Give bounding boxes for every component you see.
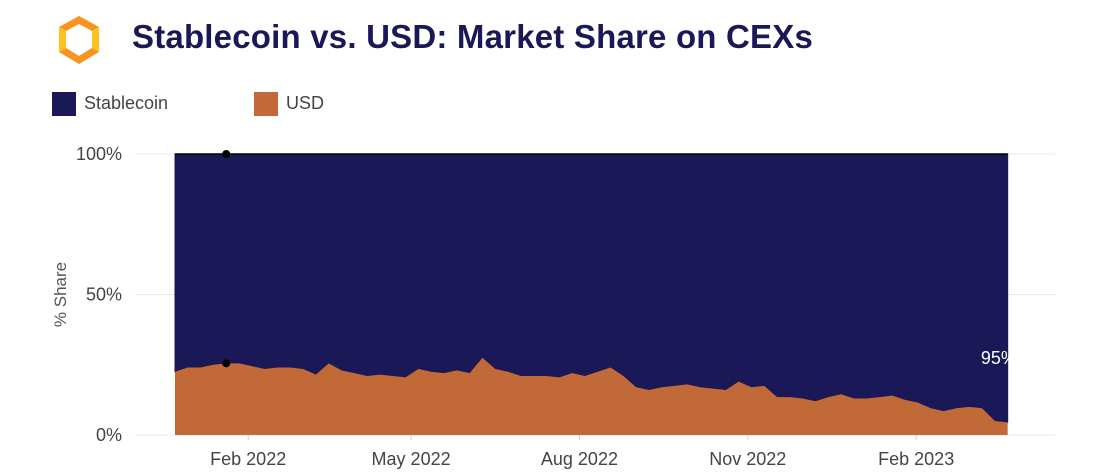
legend-swatch-stablecoin bbox=[52, 92, 76, 116]
data-markers bbox=[222, 150, 231, 368]
area-series bbox=[174, 153, 1009, 435]
data-point-marker bbox=[222, 359, 231, 368]
x-tick-label: Aug 2022 bbox=[541, 449, 618, 469]
y-tick-label: 0% bbox=[96, 425, 122, 445]
x-tick-label: May 2022 bbox=[372, 449, 451, 469]
y-axis-title: % Share bbox=[51, 262, 70, 327]
hexagon-logo-icon bbox=[59, 16, 99, 64]
logo-bottom-segment bbox=[59, 48, 99, 64]
x-tick-label: Nov 2022 bbox=[709, 449, 786, 469]
legend-swatch-usd bbox=[254, 92, 278, 116]
y-tick-label: 50% bbox=[86, 285, 122, 305]
x-tick-label: Feb 2022 bbox=[210, 449, 286, 469]
logo-left-segment bbox=[59, 27, 66, 52]
area-usd bbox=[175, 357, 1008, 435]
stablecoin-share-annotation: 95% bbox=[981, 348, 1017, 368]
legend-label-stablecoin: Stablecoin bbox=[84, 93, 169, 113]
y-tick-label: 100% bbox=[76, 144, 122, 164]
legend-label-usd: USD bbox=[286, 93, 325, 113]
data-point-marker bbox=[222, 150, 231, 158]
x-tick-label: Feb 2023 bbox=[878, 449, 954, 469]
axis-labels: 0% 50% 100% Feb 2022 May 2022 Aug 2022 Nov 202… bbox=[51, 144, 1017, 469]
logo-top-left-segment bbox=[59, 16, 99, 31]
logo-right-segment bbox=[92, 27, 99, 52]
chart-title: Stablecoin vs. USD: Market Share on CEXs bbox=[132, 18, 814, 55]
